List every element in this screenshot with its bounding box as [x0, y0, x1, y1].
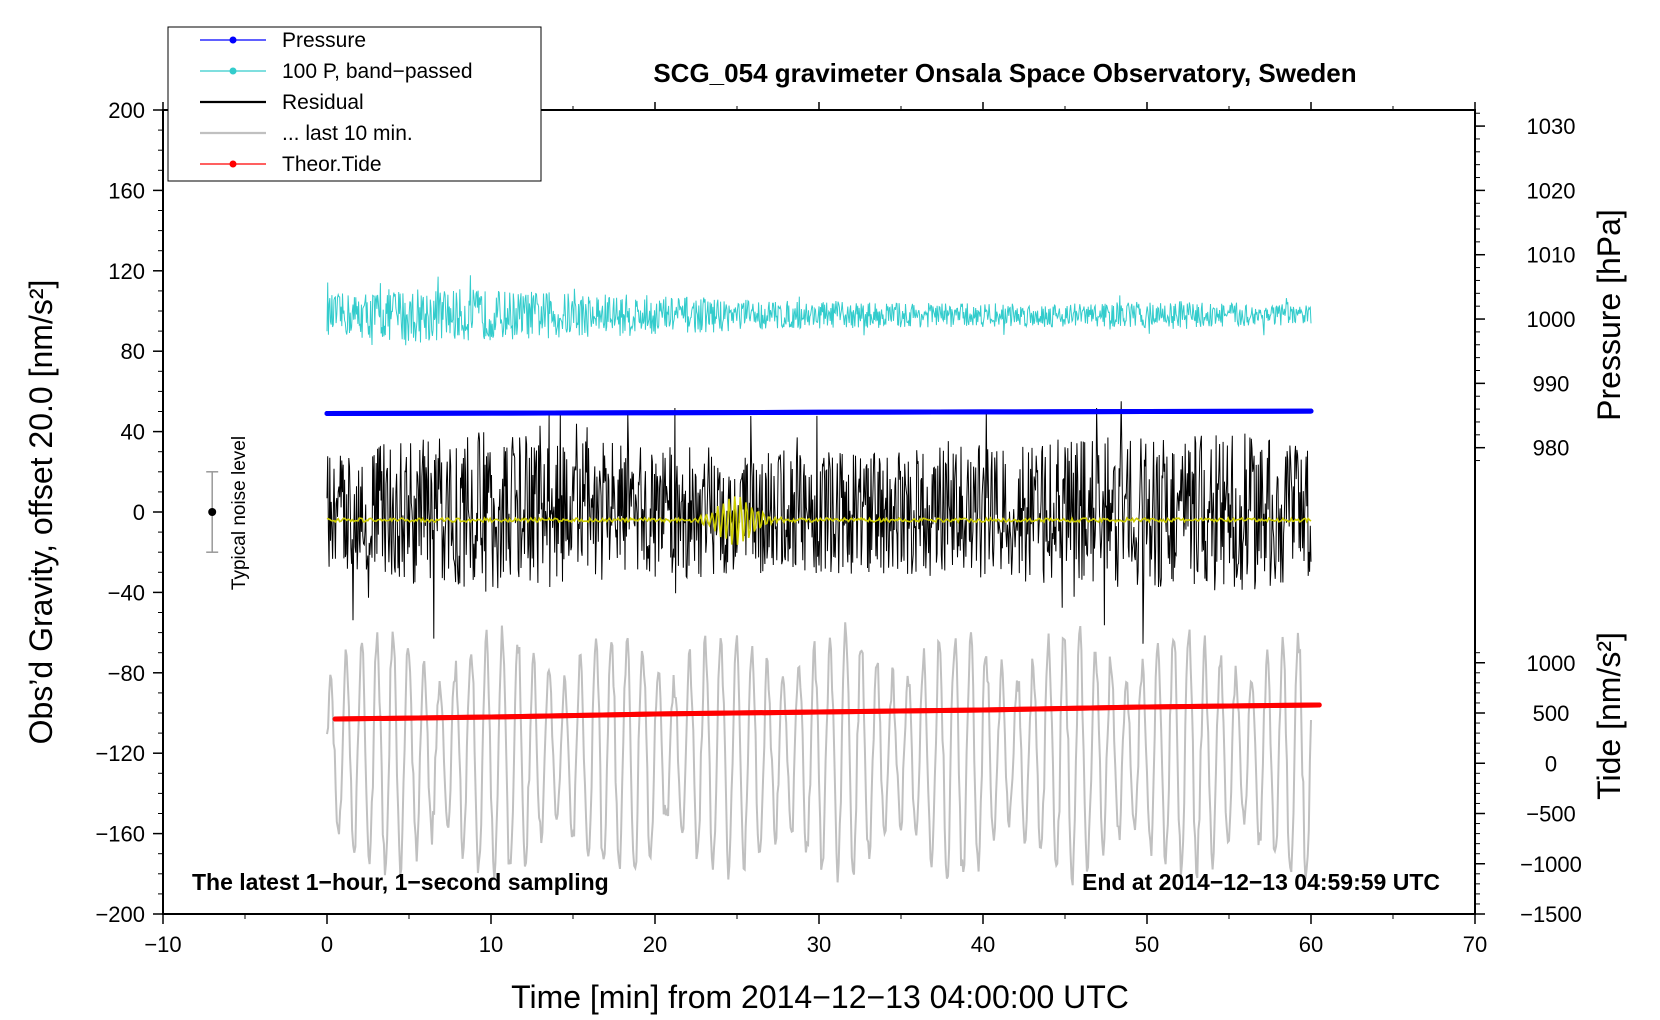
legend-marker	[229, 36, 237, 44]
x-tick-label: 0	[321, 932, 333, 957]
x-axis: −10 0 10 20 30 40 50 60 70	[144, 102, 1487, 957]
y-tick-label: −160	[95, 822, 145, 847]
right-tick-label: −1500	[1520, 902, 1582, 927]
x-axis-title: Time [min] from 2014−12−13 04:00:00 UTC	[511, 979, 1129, 1015]
y-axis-right-tide: −1500 −1000 −500 0 500 1000	[1475, 651, 1582, 927]
y-tick-label: 200	[108, 98, 145, 123]
series-top-pressure	[324, 408, 1314, 417]
right-tick-label: −500	[1526, 802, 1576, 827]
y-tick-label: −200	[95, 902, 145, 927]
noise-level-label: Typical noise level	[229, 436, 250, 590]
right-tick-label: 990	[1533, 371, 1570, 396]
y-tick-label: 0	[133, 500, 145, 525]
x-tick-label: 30	[807, 932, 831, 957]
series-top-theor-tide	[332, 702, 1322, 722]
end-time-note: End at 2014−12−13 04:59:59 UTC	[1082, 869, 1440, 895]
x-tick-label: 20	[643, 932, 667, 957]
legend-label: 100 P, band−passed	[282, 60, 473, 83]
y-tick-label: 120	[108, 259, 145, 284]
right-tick-label: −1000	[1520, 852, 1582, 877]
legend-label: Pressure	[282, 29, 366, 52]
legend-label: Theor.Tide	[282, 153, 382, 176]
noise-center-dot	[208, 508, 217, 516]
x-tick-label: −10	[144, 932, 181, 957]
series-residual-smoothed	[326, 496, 1312, 545]
y-axis-right-pressure: 980 990 1000 1010 1020 1030	[1475, 112, 1576, 462]
y-tick-label: 160	[108, 178, 145, 203]
tide-axis-title: Tide [nm/s²]	[1591, 632, 1627, 800]
right-tick-label: 1000	[1527, 651, 1576, 676]
legend-box	[167, 26, 542, 182]
x-tick-label: 60	[1299, 932, 1323, 957]
y-tick-label: 40	[121, 420, 145, 445]
x-tick-label: 10	[479, 932, 503, 957]
noise-level-marker	[206, 471, 219, 553]
y-axis-left: −200 −160 −120 −80 −40 0 40 80 120 160 200	[95, 98, 163, 927]
right-tick-label: 500	[1533, 701, 1570, 726]
legend-marker	[229, 67, 237, 75]
right-tick-label: 1030	[1527, 114, 1576, 139]
sampling-note: The latest 1−hour, 1−second sampling	[192, 869, 609, 895]
legend-label: Residual	[282, 91, 364, 114]
right-tick-label: 1010	[1527, 243, 1576, 268]
right-tick-label: 0	[1545, 751, 1557, 776]
pressure-axis-title: Pressure [hPa]	[1591, 209, 1627, 421]
x-tick-label: 70	[1463, 932, 1487, 957]
legend: Pressure 100 P, band−passed Residual ... la…	[167, 26, 542, 182]
right-tick-label: 1000	[1527, 307, 1576, 332]
x-tick-label: 40	[971, 932, 995, 957]
y-tick-label: 80	[121, 339, 145, 364]
y-tick-label: −40	[108, 580, 145, 605]
legend-label: ... last 10 min.	[282, 122, 413, 145]
chart-title: SCG_054 gravimeter Onsala Space Observat…	[653, 58, 1356, 88]
y-tick-label: −80	[108, 661, 145, 686]
series-last-10-min	[326, 622, 1312, 886]
right-tick-label: 980	[1533, 436, 1570, 461]
x-tick-label: 50	[1135, 932, 1159, 957]
right-tick-label: 1020	[1527, 178, 1576, 203]
series-residual	[326, 401, 1312, 644]
series-layer	[324, 275, 1322, 886]
y-tick-label: −120	[95, 741, 145, 766]
series-100-p-band-passed	[326, 275, 1312, 346]
y-axis-title: Obs’d Gravity, offset 20.0 [nm/s²]	[23, 280, 59, 745]
legend-marker	[229, 160, 237, 168]
